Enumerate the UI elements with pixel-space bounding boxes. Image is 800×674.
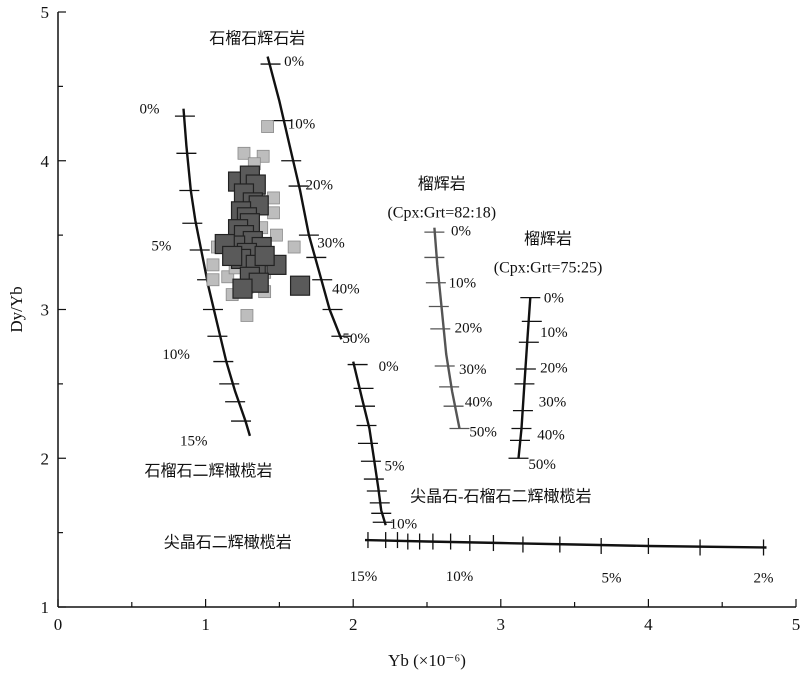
percent-label: 20% bbox=[455, 320, 483, 336]
percent-label: 50% bbox=[528, 457, 556, 473]
percent-label: 50% bbox=[469, 424, 497, 440]
sample-point-dark bbox=[222, 245, 243, 267]
y-tick-label: 1 bbox=[41, 598, 50, 617]
x-tick-label: 2 bbox=[349, 615, 358, 634]
curve-3: 15% 10% 5% 2% 尖晶石二辉橄榄岩 bbox=[164, 532, 774, 586]
curve-line bbox=[352, 361, 387, 526]
curve-name-ratio: (Cpx:Grt=82:18) bbox=[387, 204, 496, 221]
percent-label: 30% bbox=[459, 362, 487, 378]
sample-point-dark bbox=[289, 275, 311, 296]
sample-point-dark bbox=[254, 245, 275, 267]
curve-name-ratio: (Cpx:Grt=75:25) bbox=[494, 259, 603, 276]
percent-label: 40% bbox=[465, 395, 493, 411]
percent-label: 5% bbox=[602, 570, 622, 586]
sample-point-light bbox=[240, 309, 254, 322]
x-tick-label: 3 bbox=[497, 615, 506, 634]
percent-label: 5% bbox=[385, 459, 405, 475]
x-tick-label: 1 bbox=[201, 615, 210, 634]
percent-label: 50% bbox=[342, 331, 370, 347]
percent-label: 40% bbox=[537, 427, 565, 443]
sample-point-light bbox=[206, 273, 220, 287]
curve-name: 尖晶石二辉橄榄岩 bbox=[164, 534, 292, 552]
curve-5: 0% 10% 20% 30% 40% 50% 榴辉岩 (Cpx:Grt=75:25) bbox=[494, 230, 603, 473]
x-tick-label: 0 bbox=[54, 615, 63, 634]
percent-label: 20% bbox=[540, 361, 568, 377]
x-tick-label: 4 bbox=[644, 615, 653, 634]
axes bbox=[57, 12, 796, 608]
percent-label: 10% bbox=[390, 517, 418, 533]
x-axis-label: Yb (×10⁻⁶) bbox=[388, 651, 466, 670]
curve-name: 石榴石二辉橄榄岩 bbox=[145, 462, 273, 480]
percent-label: 2% bbox=[754, 570, 774, 586]
percent-label: 30% bbox=[317, 236, 345, 252]
percent-label: 20% bbox=[306, 178, 334, 194]
sample-point-dark bbox=[232, 278, 253, 299]
x-ticks: 0 1 2 3 4 5 bbox=[54, 599, 800, 634]
percent-label: 10% bbox=[540, 325, 568, 341]
percent-label: 10% bbox=[162, 347, 190, 363]
curve-line bbox=[433, 227, 461, 429]
percent-label: 30% bbox=[539, 395, 567, 411]
percent-label: 15% bbox=[180, 433, 208, 449]
curve-name: 榴辉岩 bbox=[418, 175, 466, 193]
y-tick-label: 3 bbox=[41, 301, 50, 320]
sample-point-light bbox=[287, 240, 301, 254]
curve-line bbox=[266, 56, 343, 340]
y-ticks: 1 2 3 4 5 bbox=[41, 3, 66, 617]
sample-points bbox=[206, 120, 311, 322]
melting-curves: 0% 5% 10% 15% 石榴石二辉橄榄岩 0% 10% 20% 30% 40% 50% 石榴石辉石… bbox=[140, 29, 774, 586]
percent-label: 0% bbox=[544, 291, 564, 307]
percent-label: 40% bbox=[332, 282, 360, 298]
percent-label: 15% bbox=[350, 569, 378, 585]
percent-label: 5% bbox=[151, 239, 171, 255]
curve-line bbox=[364, 538, 767, 549]
curve-0: 0% 5% 10% 15% 石榴石二辉橄榄岩 bbox=[140, 102, 273, 480]
sample-point-light bbox=[206, 258, 220, 272]
sample-point-light bbox=[267, 206, 280, 220]
curve-name: 石榴石辉石岩 bbox=[209, 29, 305, 47]
curve-1: 0% 10% 20% 30% 40% 50% 石榴石辉石岩 bbox=[209, 29, 370, 346]
percent-label: 0% bbox=[451, 224, 471, 240]
sample-point-light bbox=[261, 120, 274, 133]
percent-label: 10% bbox=[446, 569, 474, 585]
sample-point-light bbox=[237, 146, 251, 160]
x-tick-label: 5 bbox=[792, 615, 800, 634]
sample-point-light bbox=[270, 228, 283, 242]
y-axis-label: Dy/Yb bbox=[7, 286, 26, 332]
percent-label: 10% bbox=[288, 117, 316, 133]
y-tick-label: 5 bbox=[41, 3, 50, 22]
percent-label: 0% bbox=[140, 102, 160, 118]
curve-2: 0% 5% 10% 尖晶石-石榴石二辉橄榄岩 bbox=[347, 359, 591, 533]
curve-4: 0% 10% 20% 30% 40% 50% 榴辉岩 (Cpx:Grt=82:18) bbox=[387, 175, 496, 440]
percent-label: 0% bbox=[379, 359, 399, 375]
curve-name: 尖晶石-石榴石二辉橄榄岩 bbox=[410, 487, 591, 505]
curve-name: 榴辉岩 bbox=[524, 230, 572, 248]
y-tick-label: 4 bbox=[41, 152, 50, 171]
y-tick-label: 2 bbox=[41, 449, 50, 468]
percent-label: 0% bbox=[284, 54, 304, 70]
percent-label: 10% bbox=[449, 276, 477, 292]
sample-point-light bbox=[267, 191, 280, 205]
